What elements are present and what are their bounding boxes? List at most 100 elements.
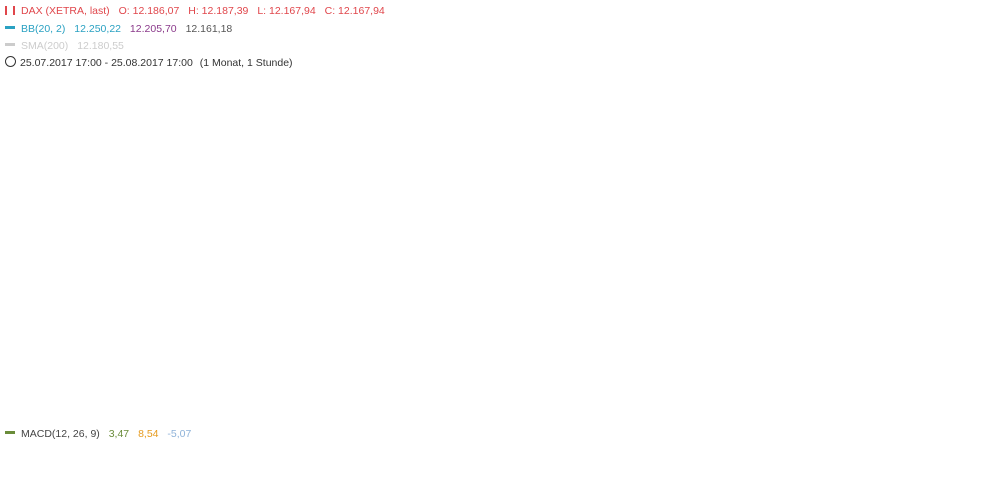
trend-line [0,229,929,421]
candle-body [341,125,346,147]
candle-body [681,195,686,244]
candle-body [817,181,822,189]
candle [695,232,700,267]
macd-histogram-bar [0,454,2,455]
candle [130,222,135,255]
candle [348,107,353,136]
candlestick-icon [5,6,15,15]
symbol-name: DAX (XETRA, last) [21,5,110,17]
candle [198,185,203,237]
candle [545,303,550,332]
candle-body [429,125,434,147]
candle-body [450,174,455,209]
histogram-value: -5,07 [167,428,192,440]
y-tick-label: 11.900,00 [938,385,986,397]
candle [205,156,210,204]
candle [797,156,802,174]
candle [361,108,366,146]
candle-body [14,132,19,147]
candle [409,121,414,144]
candle [579,188,584,223]
candle-body [21,111,26,133]
y-tick-label: 12.300,00 [938,106,987,118]
candle-body [252,174,257,189]
level-label: 12.020,96 [941,301,990,313]
level-label: 12.076,64 [941,262,990,274]
candle-body [409,125,414,140]
candle [497,271,502,299]
macd-histogram-bar [353,455,359,461]
level-label: 12.319,00 [941,93,990,105]
candle-body [776,209,781,223]
candle [62,121,67,167]
candle [443,150,448,181]
level-label-box [930,296,1000,315]
y-tick-label: 12.400,00 [938,37,987,49]
x-tick-label: 14 [492,403,504,415]
candle [865,174,870,206]
candle-body [518,327,523,335]
macd-histogram-bar [318,455,324,459]
candle-body [388,146,393,154]
clock-icon [5,56,16,67]
candle [783,181,788,220]
candle [558,271,563,308]
candle-body [654,146,659,154]
signal-value: 8,54 [138,428,159,440]
candle [150,202,155,225]
candle [756,239,761,283]
candle-body [511,306,516,328]
signal-line [0,443,875,472]
candle [259,178,264,225]
candle-body [599,153,604,168]
macd-histogram-bar [710,452,716,455]
candle [103,211,108,241]
candle [252,167,257,195]
candle-body [756,243,761,272]
candle-body [314,202,319,216]
candle-body [531,341,536,349]
candle-body [545,313,550,328]
candle [14,122,19,155]
candle-body [436,146,441,161]
candle [116,227,121,265]
candle [872,185,876,208]
candle-body [688,243,693,258]
candle-body [48,104,53,119]
horizontal-levels: 12.319,00 12.167,94 12.076,64 12.020,96 [0,89,1000,315]
candle [89,174,94,195]
candle [245,156,250,179]
level-label-box [930,194,1000,213]
candle-body [769,222,774,230]
candle [314,195,319,225]
candle-body [524,334,529,349]
trend-line [719,169,929,298]
macd-line [0,441,875,473]
candle-body [327,174,332,189]
candle-body [558,278,563,300]
macd-label: MACD(12, 26, 9) [21,428,100,440]
candle [715,225,720,251]
candle-body [613,125,618,133]
candle-body [763,229,768,244]
macd-histogram-bar [371,455,377,461]
candle [143,211,148,230]
sma-value: 12.180,55 [77,40,124,52]
candle [171,181,176,223]
candle [164,183,169,207]
candle-body [293,222,298,230]
period-resolution: (1 Monat, 1 Stunde) [199,57,293,69]
macd-histogram-bar [585,455,591,457]
candle-body [674,181,679,196]
candle [824,174,829,202]
candle [35,101,40,125]
candle-body [232,167,237,182]
macd-histogram-bar [567,454,573,455]
candle [688,234,693,265]
candle-body [422,111,427,126]
candle-body [831,181,836,196]
candle [157,192,162,220]
